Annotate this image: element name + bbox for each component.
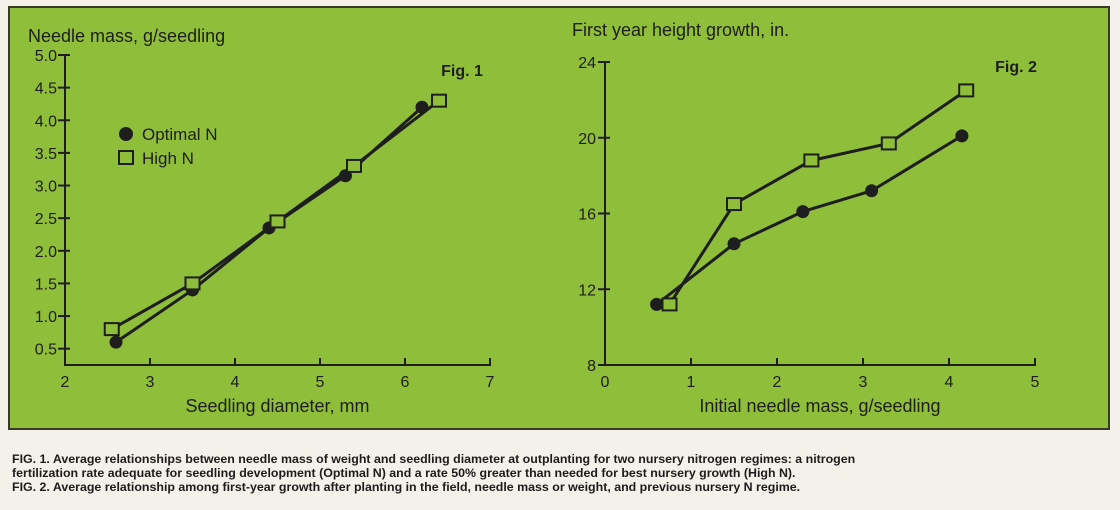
chart1-y-tick-label: 0.5 <box>35 342 57 359</box>
chart1-y-tick-label: 4.5 <box>35 81 57 98</box>
chart2-x-tick-label: 4 <box>945 374 954 391</box>
chart2-title: First year height growth, in. <box>572 20 789 40</box>
chart1-x-axis-title: Seedling diameter, mm <box>185 396 369 416</box>
chart1-x-tick-label: 5 <box>316 374 325 391</box>
chart1-legend-marker-optimal-n <box>119 127 133 141</box>
chart2-x-tick-label: 1 <box>687 374 696 391</box>
chart1-y-tick-label: 4.0 <box>35 113 57 130</box>
chart1-legend-marker-high-n <box>118 150 134 165</box>
chart2-point-high-n <box>958 83 975 98</box>
chart1-x-tick-label: 6 <box>401 374 410 391</box>
chart1-y-tick-label: 2.0 <box>35 244 57 261</box>
chart2-x-tick-label: 2 <box>773 374 782 391</box>
chart2-y-tick-label: 20 <box>578 131 596 148</box>
chart2-y-tick-label: 8 <box>587 358 596 375</box>
chart1-point-high-n <box>103 322 120 337</box>
figure-panel <box>8 6 1110 430</box>
chart1-y-tick-label: 2.5 <box>35 211 57 228</box>
caption-line-2: fertilization rate adequate for seedling… <box>12 466 796 480</box>
chart1-y-tick-label: 3.0 <box>35 179 57 196</box>
chart1-x-tick-label: 7 <box>486 374 495 391</box>
chart1-point-optimal-n <box>109 335 123 349</box>
chart1-legend-label: Optimal N <box>142 125 218 144</box>
chart2-y-tick-label: 12 <box>578 282 596 299</box>
figure-caption: FIG. 1. Average relationships between ne… <box>12 452 1112 494</box>
chart1-title: Needle mass, g/seedling <box>28 26 225 46</box>
chart1-x-tick-label: 2 <box>61 374 70 391</box>
chart2-x-tick-label: 5 <box>1031 374 1040 391</box>
chart1-point-high-n <box>184 276 201 291</box>
chart2-point-high-n <box>803 153 820 168</box>
caption-line-1: FIG. 1. Average relationships between ne… <box>12 452 856 466</box>
chart1-point-high-n <box>431 93 447 108</box>
chart1-fig-label: Fig. 1 <box>441 63 483 80</box>
chart2-point-optimal-n <box>955 129 969 143</box>
chart2-y-tick-label: 16 <box>578 207 596 224</box>
chart2-point-optimal-n <box>650 297 664 311</box>
chart1-point-high-n <box>346 158 362 173</box>
chart2-point-optimal-n <box>865 184 879 198</box>
chart2-point-high-n <box>726 197 742 212</box>
chart2-point-optimal-n <box>796 205 810 219</box>
caption-line-3: FIG. 2. Average relationship among first… <box>12 480 801 494</box>
chart1-point-high-n <box>269 214 286 229</box>
chart1-y-tick-label: 1.0 <box>35 309 57 326</box>
chart2-point-high-n <box>661 297 678 312</box>
chart2-y-tick-label: 24 <box>578 55 596 72</box>
chart2-series-high-n-line <box>668 89 968 306</box>
chart1-y-tick-label: 5.0 <box>35 48 57 65</box>
chart2-x-axis-title: Initial needle mass, g/seedling <box>699 396 940 416</box>
chart1-x-tick-label: 4 <box>231 374 240 391</box>
chart1-x-tick-label: 3 <box>146 374 155 391</box>
chart2-x-tick-label: 3 <box>859 374 868 391</box>
chart2-point-optimal-n <box>727 237 741 251</box>
chart1-y-tick-label: 3.5 <box>35 146 57 163</box>
chart2-fig-label: Fig. 2 <box>995 59 1037 76</box>
charts-canvas: Needle mass, g/seedling Fig. 1 0.5 1.0 1.5 2.… <box>28 20 1040 416</box>
chart1-legend-label: High N <box>142 149 194 168</box>
chart2-point-high-n <box>880 136 897 151</box>
chart2-x-tick-label: 0 <box>601 374 610 391</box>
chart1-y-tick-label: 1.5 <box>35 276 57 293</box>
